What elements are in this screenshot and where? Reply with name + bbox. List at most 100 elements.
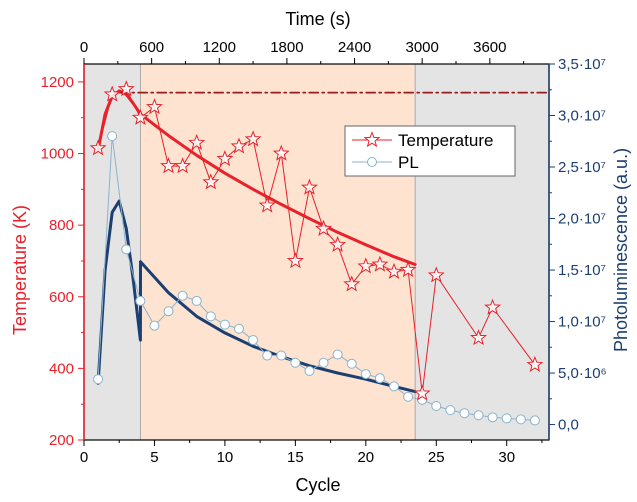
pl-point <box>219 319 230 330</box>
y2-tick-label: 3,5·10⁷ <box>558 56 606 73</box>
temperature-point <box>371 255 389 272</box>
temperature-point <box>160 157 178 174</box>
temperature-point <box>174 157 192 174</box>
pl-point <box>290 357 301 368</box>
y2-tick-label: 0,0 <box>558 417 579 434</box>
pl-point <box>487 412 498 423</box>
pl-point <box>191 295 202 306</box>
temperature-point <box>258 196 276 213</box>
legend-circle-icon <box>367 157 377 167</box>
pl-point <box>346 358 357 369</box>
pl-point <box>515 414 526 425</box>
x-tick-label: 20 <box>357 449 374 466</box>
x-axis-bottom: 0 5 10 15 20 25 30 <box>80 440 543 466</box>
y-axis-right: 0,0 5,0·10⁶ 1,0·10⁷ 1,5·10⁷ 2,0·10⁷ 2,5·10⁷ 3,… <box>548 56 607 440</box>
pl-point <box>177 290 188 301</box>
pl-point <box>163 306 174 317</box>
temperature-point <box>385 262 403 279</box>
x-axis-top: 0 600 1200 1800 2400 3000 3600 <box>80 39 525 64</box>
x-tick-label: 10 <box>217 449 234 466</box>
temperature-point <box>272 144 290 161</box>
pl-point <box>459 408 470 419</box>
temperature-point <box>131 108 149 125</box>
temperature-point <box>413 384 431 401</box>
pl-point <box>501 413 512 424</box>
temperature-point <box>427 266 445 283</box>
pl-point <box>205 311 216 322</box>
pl-point <box>121 244 132 255</box>
pl-point <box>234 323 244 334</box>
temperature-point <box>300 178 318 195</box>
series-line-temperature <box>97 88 536 394</box>
legend-label-temperature: Temperature <box>398 131 493 150</box>
y-tick-label: 1000 <box>41 146 74 163</box>
y-axis-title: Temperature (K) <box>10 205 30 335</box>
pl-point <box>374 373 385 384</box>
y-tick-label: 400 <box>49 360 74 377</box>
x2-tick-label: 3000 <box>405 39 438 56</box>
pl-point <box>403 391 414 402</box>
y2-tick-label: 3,0·10⁷ <box>558 108 606 125</box>
pl-point <box>332 349 343 360</box>
y-axis-left: 200 400 600 800 1000 1200 <box>41 64 85 449</box>
temperature-point <box>216 150 234 167</box>
temperature-point <box>188 133 206 150</box>
region-2 <box>415 64 549 440</box>
temperature-point <box>145 98 163 115</box>
temperature-point <box>117 80 135 97</box>
temperature-point <box>202 173 220 190</box>
temperature-point <box>89 139 107 156</box>
x2-axis-title: Time (s) <box>285 9 350 29</box>
y-tick-label: 600 <box>49 289 74 306</box>
y2-tick-label: 2,5·10⁷ <box>558 159 606 176</box>
x-tick-label: 30 <box>498 449 515 466</box>
y2-tick-label: 1,5·10⁷ <box>558 262 606 279</box>
x2-tick-label: 1200 <box>203 39 236 56</box>
legend-star-icon <box>363 131 381 148</box>
background-regions <box>84 64 549 440</box>
temperature-point <box>329 235 347 253</box>
pl-point <box>276 350 287 361</box>
x-tick-label: 25 <box>428 449 445 466</box>
temperature-point <box>484 298 502 315</box>
y-tick-label: 800 <box>49 217 74 234</box>
x2-tick-label: 0 <box>80 39 88 56</box>
legend: Temperature PL <box>344 125 516 177</box>
x-tick-label: 0 <box>80 449 88 466</box>
pl-point <box>529 415 540 426</box>
x2-tick-label: 1800 <box>270 39 303 56</box>
pl-point <box>107 131 118 142</box>
y2-tick-label: 2,0·10⁷ <box>558 211 606 228</box>
pl-point <box>93 374 104 385</box>
legend-box <box>344 125 516 177</box>
x2-tick-label: 2400 <box>338 39 371 56</box>
pl-point <box>318 357 329 368</box>
y-tick-label: 200 <box>49 432 74 449</box>
temperature-point <box>526 355 544 373</box>
pl-point <box>304 365 315 376</box>
temperature-point <box>357 257 375 274</box>
pl-point <box>262 350 273 361</box>
x-tick-label: 15 <box>287 449 304 466</box>
data-markers <box>89 80 544 426</box>
temperature-point <box>103 85 121 102</box>
x2-tick-label: 3600 <box>473 39 506 56</box>
y2-tick-label: 5,0·10⁶ <box>558 365 607 382</box>
y-tick-label: 1200 <box>41 74 74 91</box>
pl-point <box>389 381 399 392</box>
pl-point <box>431 401 442 412</box>
region-0 <box>84 64 141 440</box>
temperature-point <box>286 252 304 269</box>
temperature-point <box>470 328 488 346</box>
pl-point <box>445 405 456 416</box>
pl-point <box>149 320 160 331</box>
x2-tick-label: 600 <box>139 39 164 56</box>
y2-axis-title: Photoluminescence (a.u.) <box>611 148 631 352</box>
temperature-point <box>244 130 262 147</box>
temperature-point <box>399 261 417 278</box>
pl-point <box>135 295 146 306</box>
x-tick-label: 5 <box>150 449 158 466</box>
legend-star-shape <box>363 131 381 148</box>
temperature-point <box>230 137 248 154</box>
